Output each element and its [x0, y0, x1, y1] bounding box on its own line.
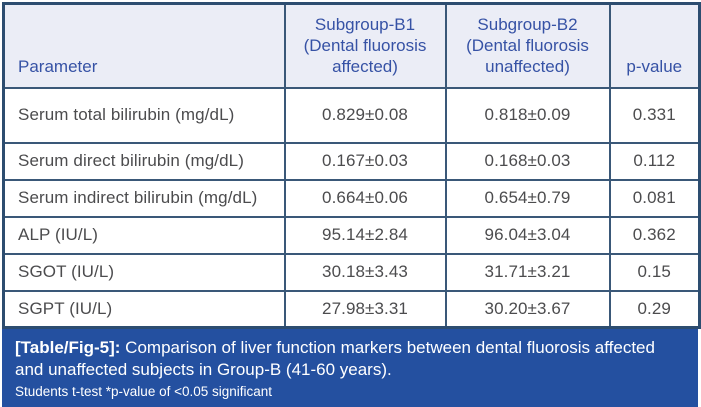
table-row: SGOT (IU/L) 30.18±3.43 31.71±3.21 0.15: [2, 252, 701, 292]
cell-parameter: SGPT (IU/L): [2, 289, 286, 329]
column-header-p-value: p-value: [608, 2, 701, 89]
cell-subgroup-b2: 0.654±0.79: [444, 178, 611, 218]
figure-caption: [Table/Fig-5]: Comparison of liver funct…: [15, 337, 684, 381]
header-row: Parameter Subgroup-B1 (Dental fluorosis …: [2, 2, 701, 89]
cell-p-value: 0.15: [608, 252, 701, 292]
cell-parameter: Serum indirect bilirubin (mg/dL): [2, 178, 286, 218]
cell-parameter: Serum total bilirubin (mg/dL): [2, 86, 286, 144]
cell-p-value: 0.29: [608, 289, 701, 329]
cell-subgroup-b1: 0.167±0.03: [283, 141, 447, 181]
cell-subgroup-b2: 31.71±3.21: [444, 252, 611, 292]
cell-subgroup-b1: 30.18±3.43: [283, 252, 447, 292]
cell-p-value: 0.112: [608, 141, 701, 181]
cell-subgroup-b2: 30.20±3.67: [444, 289, 611, 329]
cell-p-value: 0.362: [608, 215, 701, 255]
cell-subgroup-b2: 0.818±0.09: [444, 86, 611, 144]
caption-bar: [Table/Fig-5]: Comparison of liver funct…: [2, 329, 698, 407]
cell-parameter: SGOT (IU/L): [2, 252, 286, 292]
column-header-subgroup-b2: Subgroup-B2 (Dental fluorosis unaffected…: [444, 2, 611, 89]
table-row: SGPT (IU/L) 27.98±3.31 30.20±3.67 0.29: [2, 289, 701, 329]
column-header-parameter: Parameter: [2, 2, 286, 89]
caption-label: [Table/Fig-5]:: [15, 338, 121, 357]
table-row: ALP (IU/L) 95.14±2.84 96.04±3.04 0.362: [2, 215, 701, 255]
caption-footnote: Students t-test *p-value of <0.05 signif…: [15, 383, 273, 399]
cell-subgroup-b2: 96.04±3.04: [444, 215, 611, 255]
cell-subgroup-b1: 0.664±0.06: [283, 178, 447, 218]
cell-parameter: Serum direct bilirubin (mg/dL): [2, 141, 286, 181]
table-row: Serum direct bilirubin (mg/dL) 0.167±0.0…: [2, 141, 701, 181]
column-header-subgroup-b1: Subgroup-B1 (Dental fluorosis affected): [283, 2, 447, 89]
table-row: Serum indirect bilirubin (mg/dL) 0.664±0…: [2, 178, 701, 218]
cell-p-value: 0.081: [608, 178, 701, 218]
cell-subgroup-b1: 27.98±3.31: [283, 289, 447, 329]
cell-parameter: ALP (IU/L): [2, 215, 286, 255]
cell-subgroup-b1: 0.829±0.08: [283, 86, 447, 144]
table-row: Serum total bilirubin (mg/dL) 0.829±0.08…: [2, 86, 701, 144]
cell-subgroup-b1: 95.14±2.84: [283, 215, 447, 255]
cell-subgroup-b2: 0.168±0.03: [444, 141, 611, 181]
caption-text: Comparison of liver function markers bet…: [15, 338, 655, 379]
cell-p-value: 0.331: [608, 86, 701, 144]
liver-function-table: Parameter Subgroup-B1 (Dental fluorosis …: [2, 2, 701, 329]
